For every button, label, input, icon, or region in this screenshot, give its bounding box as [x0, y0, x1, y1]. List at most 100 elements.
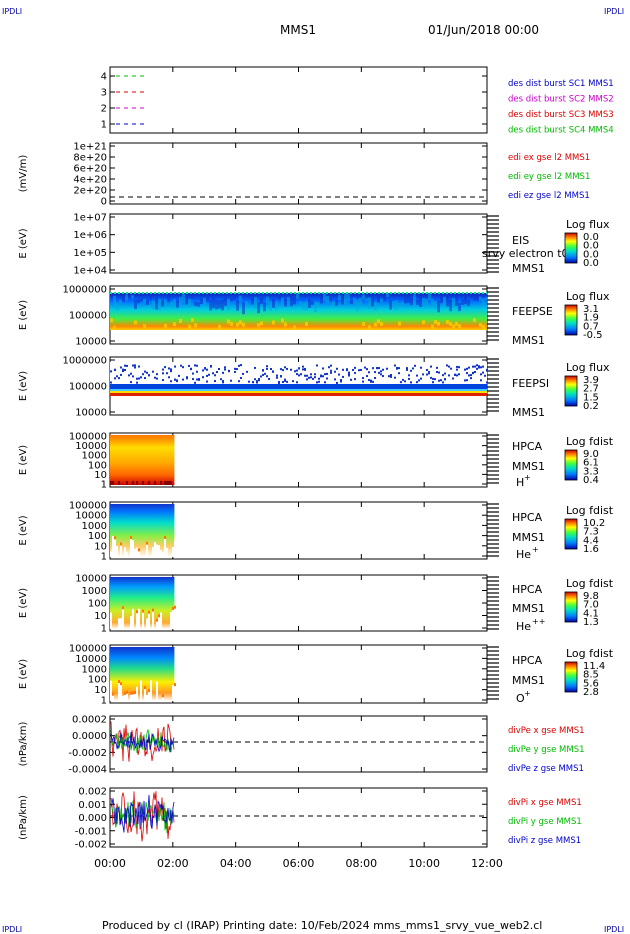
spectrogram-cell: [330, 371, 332, 374]
spectrogram-cell: [322, 367, 324, 370]
spectrogram-cell: [347, 293, 350, 302]
spectrogram-cell: [398, 367, 400, 370]
spectrogram-cell: [437, 321, 440, 326]
spectrogram-gap: [148, 691, 150, 701]
spectrogram-gap: [156, 620, 158, 629]
spectrogram-cell: [120, 682, 122, 686]
spectrogram-gap: [114, 538, 116, 557]
spectrogram-cell: [112, 692, 114, 696]
spectrogram-gap: [144, 688, 146, 701]
spectrogram-cell: [458, 366, 460, 369]
spectrogram-cell: [149, 293, 152, 300]
colorbar-tick-label: 5.6: [583, 678, 599, 689]
spectrogram-cell: [293, 297, 296, 305]
spectrogram-cell: [470, 374, 472, 377]
spectrogram-cell: [204, 367, 206, 370]
spectrogram-cell: [444, 378, 446, 381]
y-tick-label: 10000: [75, 511, 107, 522]
spectrogram-cell: [287, 297, 290, 304]
spectrogram-cell: [264, 372, 266, 375]
spectrogram-cell: [228, 370, 230, 373]
legend-entry: divPe y gse MMS1: [508, 745, 585, 755]
spectrogram-cell: [120, 366, 122, 369]
spectrogram-cell: [422, 320, 425, 325]
spectrogram-cell: [130, 372, 132, 375]
spectrogram-cell: [248, 380, 250, 383]
spectrogram-cell: [485, 296, 488, 301]
spectrogram-cell: [113, 295, 116, 307]
feepsi-band: [110, 393, 487, 396]
spectrogram-cell: [428, 372, 430, 375]
colorbar-tick-label: 0.0: [583, 232, 599, 243]
spectrogram-cell: [281, 297, 284, 308]
spectrogram-cell: [437, 300, 440, 313]
spectrogram-cell: [230, 379, 232, 382]
legend-entry: divPi z gse MMS1: [508, 836, 581, 846]
instrument-label: HPCA: [512, 583, 543, 596]
species-label: H: [516, 476, 524, 489]
colorbar-tick-label: 4.1: [583, 608, 599, 619]
spectrogram-cell: [386, 293, 389, 297]
spectrogram-cell: [124, 364, 126, 367]
y-axis-label: E (eV): [18, 515, 29, 545]
spectrogram-cell: [419, 295, 422, 307]
species-label: He: [516, 548, 531, 561]
x-tick-label: 04:00: [220, 857, 252, 870]
spectrogram-cell: [410, 298, 413, 306]
spectrogram-gap: [124, 693, 126, 701]
spectrogram-cell: [323, 293, 326, 302]
spectrogram-cell: [365, 298, 368, 302]
spectrogram-cell: [174, 605, 176, 609]
spectrogram-cell: [200, 298, 203, 305]
spectrogram-cell: [164, 536, 166, 540]
spectrogram-cell: [130, 536, 132, 540]
species-charge-label: +: [532, 545, 539, 554]
spectrogram-cell: [296, 381, 298, 384]
spectrogram-cell: [464, 368, 466, 371]
y-tick-label: 1000: [82, 521, 107, 532]
panel-divpe: -0.0004 -0.0002 0.0000 0.0002 (nPa/km) divPe …: [18, 715, 585, 776]
spectrogram-cell: [138, 548, 140, 552]
spectrogram-cell: [168, 367, 170, 370]
spectrogram-cell: [221, 299, 224, 311]
spectrogram-cell: [382, 368, 384, 371]
spectrogram-cell: [192, 378, 194, 381]
y-axis-label: E (eV): [18, 228, 29, 258]
colorbar: [564, 591, 578, 623]
spectrogram-cell: [344, 293, 347, 304]
instrument-label: HPCA: [512, 654, 543, 667]
colorbar: [564, 375, 578, 407]
spectrogram-cell: [467, 300, 470, 307]
spectrogram-cell: [245, 301, 248, 307]
spectrogram-cell: [148, 610, 150, 614]
spectrogram-cell: [136, 610, 138, 614]
spectrogram-cell: [224, 366, 226, 369]
spectrogram-gap: [160, 550, 162, 557]
spectrogram-cell: [222, 371, 224, 374]
x-tick-label: 06:00: [283, 857, 315, 870]
spectrogram-cell: [206, 297, 209, 302]
spectrogram-cell: [214, 374, 216, 377]
spectrogram-cell: [120, 542, 122, 546]
spectrogram-cell: [182, 378, 184, 381]
spectrogram-gap: [140, 680, 142, 701]
spectrogram-cell: [188, 324, 191, 329]
spectrogram-cell: [432, 381, 434, 384]
spectrogram-cell: [178, 374, 180, 377]
spectrogram-cell: [242, 302, 245, 315]
spectrogram-cell: [122, 294, 125, 302]
spectrogram-cell: [203, 297, 206, 307]
spectrogram-cell: [128, 374, 130, 377]
colorbar-tick-label: 9.8: [583, 591, 599, 602]
y-tick-label: 100: [88, 675, 107, 686]
spectrogram-cell: [362, 377, 364, 380]
spectrogram-cell: [444, 372, 446, 375]
spectrogram-cell: [266, 367, 268, 370]
spectrogram-cell: [374, 376, 376, 379]
spectrogram-cell: [378, 371, 380, 374]
spectrogram-cell: [164, 323, 167, 328]
spectrogram-cell: [305, 322, 308, 327]
spectrogram-cell: [366, 375, 368, 378]
spectrogram-gap: [132, 608, 134, 629]
y-tick-label: 1e+21: [73, 142, 107, 153]
